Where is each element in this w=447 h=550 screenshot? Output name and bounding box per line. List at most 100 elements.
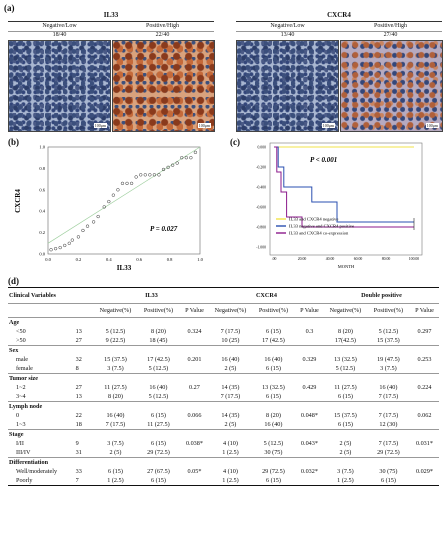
table-cell: 7 (17.5) — [220, 393, 241, 400]
table-cell: 22 — [75, 412, 82, 419]
table-cell — [180, 392, 209, 402]
table-cell: 0.066 — [187, 412, 202, 419]
table-cell: 8 (20) — [265, 412, 281, 419]
scatter-point — [193, 150, 198, 155]
scatter-fit-line — [47, 146, 201, 244]
table-cell: 6 (15) — [136, 476, 180, 486]
table-cell: 4 (10) — [222, 468, 238, 475]
table-cell: 6 (15) — [265, 328, 281, 335]
table-cell: 0.201 — [187, 356, 202, 363]
table-cell: 7 (17.5) — [378, 412, 399, 419]
table-cell: 32 — [75, 356, 82, 363]
table-cell: 14 (35) — [221, 384, 240, 391]
table-cell: 13 (32.5) — [334, 356, 357, 363]
table-cell: 6 (15) — [265, 365, 281, 372]
table-cell: 1 (2.5) — [208, 476, 252, 486]
table-row: Well/moderately 33 6 (15) 27 (67.5) 0.05* 4 (… — [8, 467, 439, 476]
table-cell: 6 (15) — [107, 468, 123, 475]
table-cell: 1 (2.5) — [222, 449, 239, 456]
table-cell: 16 (40) — [149, 384, 168, 391]
subheader-neg: Negative(%) — [93, 303, 137, 318]
table-cell: 0.031* — [415, 440, 433, 447]
panel-b-label: (b) — [8, 137, 19, 147]
survival-y-tick: -0.600 — [256, 206, 266, 210]
table-cell: 12 (30) — [379, 421, 398, 428]
scatter-point — [170, 163, 175, 167]
table-cell: 14 (35) — [221, 412, 240, 419]
il33-pos-label: Positive/High — [111, 21, 214, 29]
subheader-p: P Value — [179, 303, 209, 318]
scatter-x-tick: 0.2 — [76, 257, 82, 262]
table-cell: 2 (5) — [224, 365, 237, 372]
table-cell — [409, 476, 439, 486]
table-cell — [295, 448, 324, 458]
table-group-title: Sex — [8, 345, 439, 355]
scatter-y-tick: 0.0 — [39, 252, 45, 257]
panel-d-label: (d) — [8, 276, 19, 286]
subheader-pos: Positive(%) — [366, 303, 410, 318]
table-cell — [410, 336, 439, 346]
table-cell: 6 (15) — [150, 412, 166, 419]
table-cell — [179, 476, 209, 486]
scatter-point — [96, 214, 100, 219]
scatter-point — [58, 245, 62, 250]
il33-positive-micrograph: 100μm — [112, 40, 215, 132]
legend-label: IL33 and CXCR4 negative — [289, 217, 338, 222]
table-cell: 0.324 — [187, 328, 202, 335]
table-cell: 7 (17.5) — [220, 328, 241, 335]
scatter-point — [152, 173, 157, 177]
scatter-point — [53, 247, 58, 251]
table-group-title: Age — [8, 317, 439, 327]
table-cell: 2 (5) — [339, 440, 352, 447]
scatter-point — [120, 181, 125, 186]
table-cell: 3 (7.5) — [107, 365, 124, 372]
cxcr4-neg-label: Negative/Low — [236, 21, 339, 29]
scatter-point — [129, 181, 134, 186]
scatter-p-value: P = 0.027 — [150, 225, 178, 233]
table-cell: 29 (72.5) — [377, 449, 400, 456]
table-group-title: Lymph node — [8, 401, 439, 411]
scatter-y-tick: 0.4 — [39, 209, 45, 214]
scatter-y-tick: 0.6 — [39, 187, 45, 192]
table-cell: 5 (12.5) — [148, 365, 169, 372]
scale-bar-label: 100μm — [321, 123, 335, 128]
subheader-p: P Value — [294, 303, 324, 318]
table-cell — [180, 420, 209, 430]
table-header-double: Double positive — [323, 287, 439, 304]
table-row: 1~2 27 11 (27.5) 16 (40) 0.27 14 (35) 13 (32.5… — [8, 383, 439, 392]
table-cell: 17 (42.5) — [147, 356, 170, 363]
table-group-title: Tumor size — [8, 373, 439, 383]
scatter-point — [107, 199, 111, 204]
table-cell: 0.27 — [189, 384, 200, 391]
table-row: <50 13 5 (12.5) 8 (20) 0.324 7 (17.5) 6 (15) 0.… — [8, 327, 439, 336]
table-cell: 1~3 — [16, 421, 26, 428]
scatter-point — [189, 156, 193, 160]
table-cell: 5 (12.5) — [335, 365, 356, 372]
legend-label: IL33 negative and CXCR4 positive — [289, 224, 354, 229]
table-cell: 9 (22.5) — [105, 337, 126, 344]
table-cell: >50 — [16, 337, 26, 344]
table-cell: 1 (2.5) — [93, 476, 137, 486]
table-cell: 0.038* — [185, 440, 203, 447]
scale-bar-label: 100μm — [425, 123, 439, 128]
subheader-neg: Negative(%) — [208, 303, 252, 318]
table-cell: 6 (15) — [150, 440, 166, 447]
table-cell: <50 — [16, 328, 26, 335]
table-cell — [295, 392, 324, 402]
table-cell: 0.297 — [417, 328, 432, 335]
survival-x-tick: .00 — [272, 257, 277, 261]
scatter-point — [67, 241, 71, 245]
table-cell: 0 — [16, 412, 20, 419]
table-header-il33: IL33 — [93, 287, 209, 304]
table-cell: 17 (42.5) — [262, 337, 285, 344]
table-cell: 0.032* — [300, 468, 318, 475]
table-cell: 29 (72.5) — [262, 468, 285, 475]
table-group-title: Stage — [8, 429, 439, 439]
table-cell: 6 (15) — [265, 393, 281, 400]
clinical-table: Clinical Variables IL33 CXCR4 Double pos… — [8, 287, 439, 486]
scatter-point — [111, 193, 116, 197]
scatter-point — [116, 188, 120, 192]
cxcr4-title: CXCR4 — [327, 11, 351, 19]
table-cell: 8 (20) — [337, 328, 353, 335]
table-row: I/II 9 3 (7.5) 6 (15) 0.038* 4 (10) 5 (12.5) 0.… — [8, 439, 439, 448]
